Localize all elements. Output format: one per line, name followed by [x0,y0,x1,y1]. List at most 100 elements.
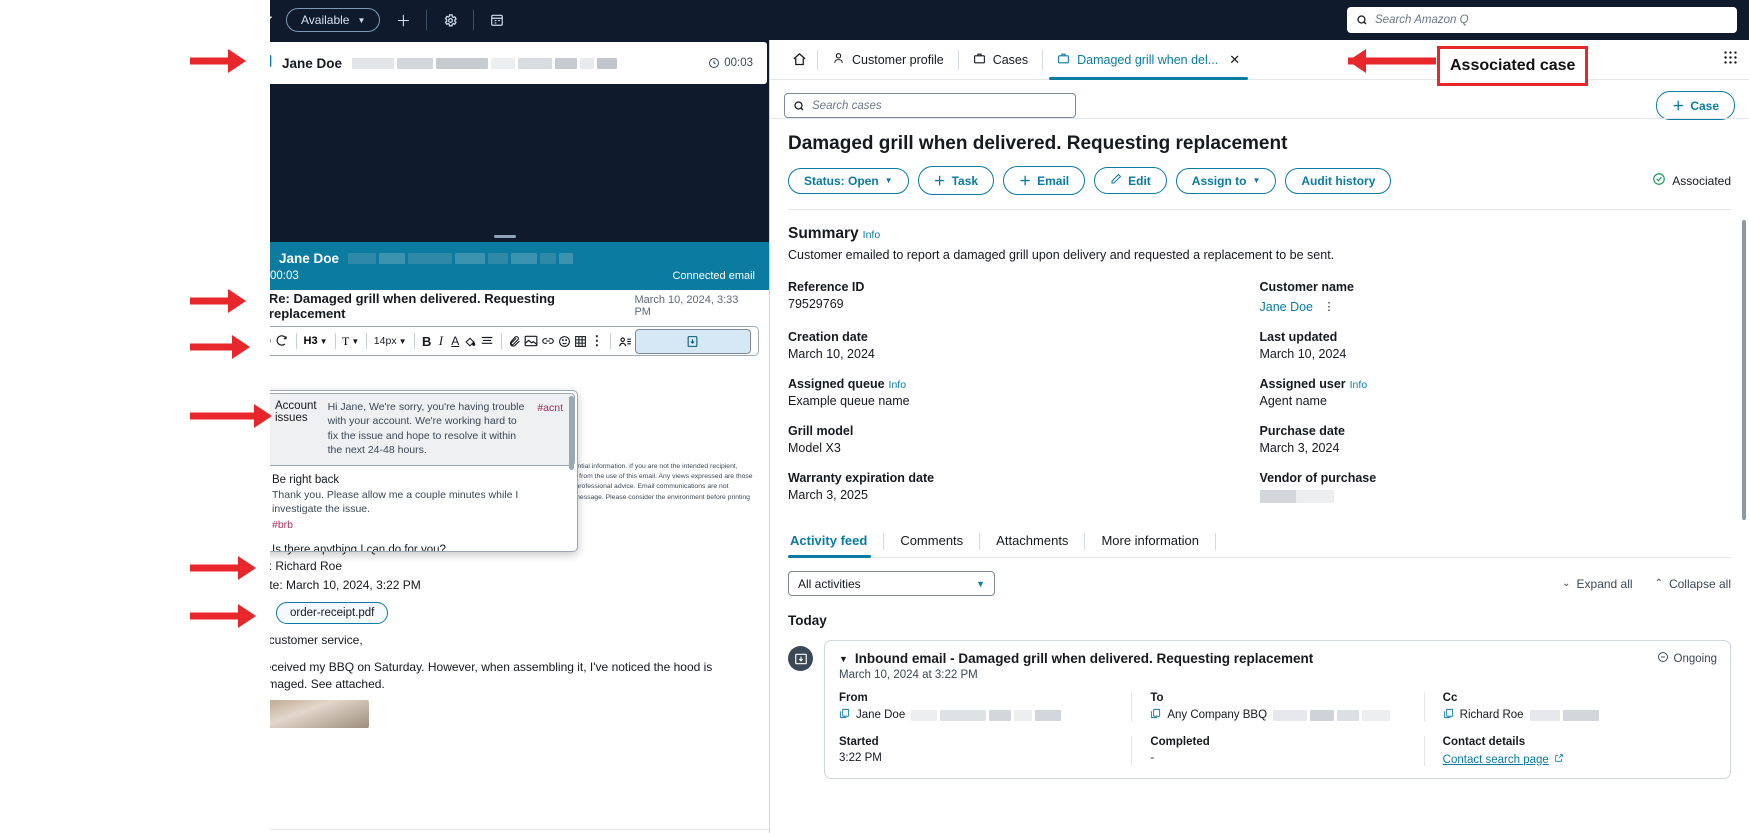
copy-icon[interactable] [839,708,850,722]
info-link[interactable]: Info [1349,379,1368,391]
expand-all-button[interactable]: ⌄ Expand all [1562,577,1632,591]
quick-response-title: Account issues [275,400,317,424]
font-family-dropdown[interactable]: T ▼ [342,334,359,349]
status-badge: Ongoing [1657,651,1717,666]
fill-color-icon[interactable] [464,330,477,352]
redo-icon[interactable] [275,330,289,352]
inline-image-attachment[interactable] [254,699,369,728]
cc-value: Richard Roe [1443,708,1702,722]
italic-icon[interactable]: I [438,333,444,348]
heading-style-dropdown[interactable]: H3 ▼ [304,335,328,347]
assign-to-button[interactable]: Assign to ▼ [1175,167,1277,194]
tab-home[interactable] [784,40,817,80]
active-contact-banner[interactable]: Jane Doe 00:03 Connected email [240,242,769,290]
composer-body[interactable]: /# Ni An B This message and any attachme… [240,356,769,552]
add-case-button[interactable]: ＋ Case [1656,91,1735,120]
customer-name-link[interactable]: Jane Doe [1259,300,1314,314]
divider [788,209,1731,210]
calendar-icon[interactable] [484,7,510,33]
tab-damaged-grill-case[interactable]: Damaged grill when del... ✕ [1043,40,1254,80]
tab-cases[interactable]: Cases [959,40,1042,80]
paperclip-icon[interactable] [508,330,521,352]
divider [1084,533,1086,550]
field-value: 79529769 [788,297,844,311]
close-icon[interactable]: ✕ [1229,51,1241,67]
tab-comments[interactable]: Comments [900,533,964,548]
activity-card[interactable]: ▼ Inbound email - Damaged grill when del… [824,640,1731,779]
started-label: Started [839,736,879,748]
tab-label: Cases [992,52,1029,67]
plus-icon[interactable]: ＋ [395,12,411,30]
message-line-1: Hi customer service, [254,633,363,648]
tab-attachments[interactable]: Attachments [996,533,1069,548]
info-link[interactable]: Info [888,379,907,391]
copy-icon[interactable] [1150,708,1161,722]
copy-icon[interactable] [1443,708,1454,722]
image-icon[interactable] [524,330,538,352]
quick-response-item[interactable]: Is there anything I can do for you? I ho… [261,538,577,551]
text-color-icon[interactable]: A [451,334,460,348]
link-icon[interactable] [541,330,555,352]
tab-activity-feed[interactable]: Activity feed [788,526,883,558]
contact-card-icon[interactable] [618,330,632,352]
status-button[interactable]: Status: Open ▼ [788,167,909,194]
redacted-email [352,57,618,69]
emoji-icon[interactable] [558,330,571,352]
quick-responses-popup[interactable]: Account issues Hi Jane, We're sorry, you… [260,390,578,552]
task-label: Task [951,173,979,188]
attachment-chip[interactable]: order-receipt.pdf [276,602,389,625]
case-action-bar: Status: Open ▼ ＋ Task ＋ Email [788,166,1731,195]
activity-timestamp: March 10, 2024 at 3:22 PM [839,669,978,681]
quick-response-icon[interactable] [634,328,751,354]
contact-search-page-link[interactable]: Contact search page [1443,753,1564,766]
divider [473,10,475,30]
workspace-shell: Available ▼ ＋ Search Amazon Q [240,0,1749,833]
search-cases-input[interactable]: Search cases [784,93,1076,118]
summary-text: Customer emailed to report a damaged gri… [788,248,1335,262]
quick-response-shortcut: #acnt [537,402,563,414]
align-icon[interactable] [480,330,494,352]
more-options-icon[interactable]: ⋮ [590,333,604,348]
ongoing-icon [1657,651,1669,666]
contact-card[interactable]: Jane Doe 00:03 [242,42,767,84]
redacted-email [1273,709,1391,721]
activity-filter-select[interactable]: All activities ▼ [788,571,995,596]
info-link[interactable]: Info [862,229,881,241]
table-icon[interactable] [574,330,587,352]
external-link-icon [1554,753,1564,766]
collapse-triangle-icon[interactable]: ▼ [839,653,848,664]
divider [426,10,428,30]
bold-icon[interactable]: B [421,333,432,349]
scrollbar-thumb[interactable] [1742,220,1746,520]
quick-response-item[interactable]: Account issues Hi Jane, We're sorry, you… [263,393,575,466]
edit-button[interactable]: Edit [1094,167,1167,194]
tab-customer-profile[interactable]: Customer profile [818,40,958,80]
global-search-input[interactable]: Search Amazon Q [1347,7,1737,33]
add-email-button[interactable]: ＋ Email [1003,166,1086,195]
font-size-dropdown[interactable]: 14px ▼ [374,335,407,347]
email-subject-row[interactable]: ▶ Re: Damaged grill when delivered. Requ… [240,290,769,322]
activity-filter-row: All activities ▼ ⌄ Expand all ⌃ Collapse… [788,571,1731,596]
divider [366,333,367,349]
activity-times: Started 3:22 PM Completed - Contact deta… [839,736,1716,766]
activity-completed: Completed - [1131,736,1423,766]
audit-history-button[interactable]: Audit history [1285,167,1392,194]
tab-more-information[interactable]: More information [1101,533,1199,548]
email-label: Email [1037,173,1070,188]
audit-label: Audit history [1301,173,1376,188]
apps-grid-icon[interactable] [1722,49,1739,71]
redacted-value [1259,490,1732,506]
completed-value: - [1150,752,1155,764]
add-task-button[interactable]: ＋ Task [917,166,995,195]
quick-response-item[interactable]: Be right back Thank you. Please allow me… [261,468,577,538]
availability-status-button[interactable]: Available ▼ [286,8,381,32]
resize-handle[interactable] [493,235,516,238]
email-date: March 10, 2024, 3:33 PM [634,294,739,318]
collapse-all-button[interactable]: ⌃ Collapse all [1655,577,1731,591]
more-options-icon[interactable]: ⋮ [1323,301,1335,313]
plus-icon: ＋ [1019,174,1032,188]
gear-icon[interactable] [437,7,463,33]
scrollbar-thumb[interactable] [569,396,574,470]
redacted-email [911,709,1062,721]
field-purchase-date: Purchase date March 3, 2024 [1260,424,1732,455]
